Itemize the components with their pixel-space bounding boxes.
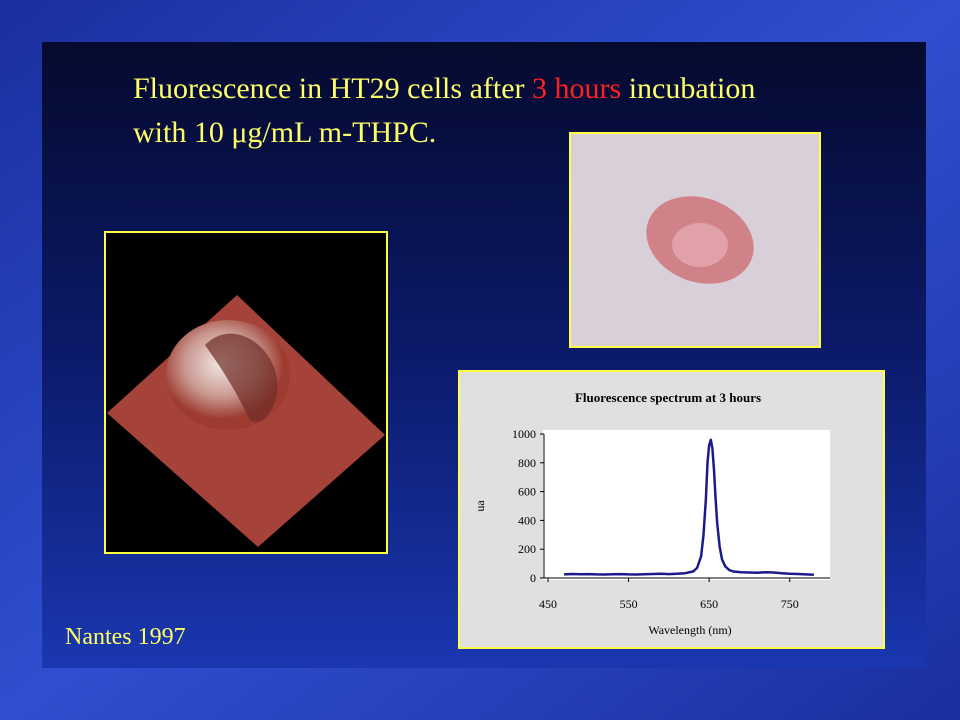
surface-image [104,231,388,554]
x-tick-label: 650 [700,597,718,611]
footer: Nantes 1997 [65,624,186,650]
title-highlight: 3 hours [532,72,621,105]
x-tick-label: 550 [620,597,638,611]
y-tick-label: 200 [518,542,536,556]
title-text: Fluorescence in HT29 cells after [133,72,532,105]
y-tick-label: 0 [530,571,536,585]
slide-title: with 10 μg/mL m-THPC. [133,116,436,149]
y-tick-label: 600 [518,485,536,499]
slide-title: Fluorescence in HT29 cells after 3 hours… [133,72,755,105]
y-tick-label: 1000 [512,427,536,441]
x-tick-label: 750 [781,597,799,611]
x-axis-label: Wavelength (nm) [648,623,731,637]
spectrum-chart-box [458,370,885,649]
y-tick-label: 400 [518,513,536,527]
chart-title: Fluorescence spectrum at 3 hours [575,390,761,405]
title-text: incubation [621,72,755,105]
y-tick-label: 800 [518,456,536,470]
spectrum-line [564,438,814,577]
cell-photo [569,132,821,348]
x-tick-label: 450 [539,597,557,611]
y-axis-label: ua [473,500,487,512]
